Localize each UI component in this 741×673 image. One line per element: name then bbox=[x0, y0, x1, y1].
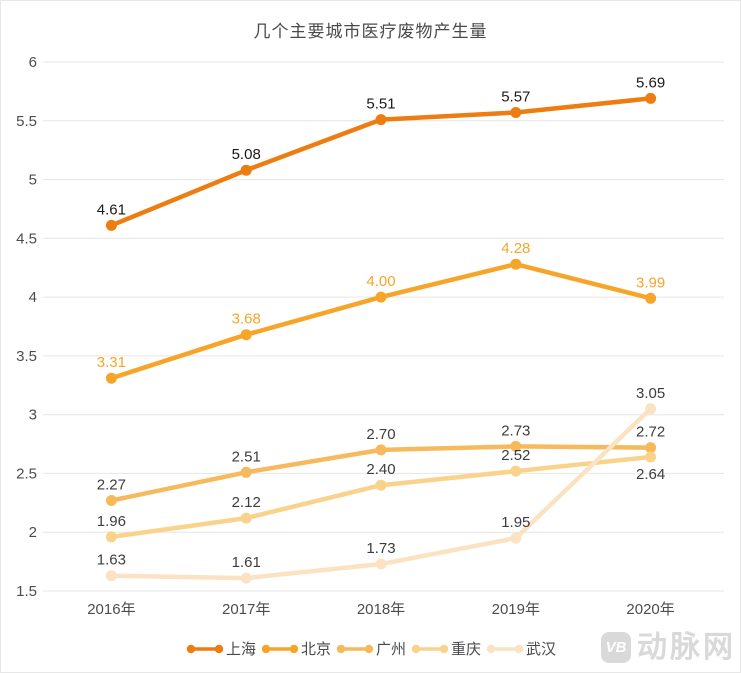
data-label-chongqing: 2.52 bbox=[501, 447, 530, 464]
data-point-chongqing[interactable] bbox=[240, 512, 252, 524]
data-point-shanghai[interactable] bbox=[645, 92, 657, 104]
legend-label: 上海 bbox=[225, 641, 256, 658]
data-label-wuhan: 1.73 bbox=[366, 540, 395, 557]
legend-label: 武汉 bbox=[526, 641, 557, 658]
data-point-beijing[interactable] bbox=[240, 329, 252, 341]
y-axis-tick-label: 4 bbox=[29, 289, 37, 306]
x-axis-label: 2019年 bbox=[492, 601, 540, 618]
legend-marker-icon bbox=[336, 644, 374, 653]
legend-item-wuhan[interactable]: 武汉 bbox=[485, 638, 556, 659]
legend-label: 北京 bbox=[300, 641, 331, 658]
data-label-beijing: 3.31 bbox=[97, 354, 126, 371]
legend-marker-icon bbox=[261, 644, 299, 653]
data-point-shanghai[interactable] bbox=[240, 164, 252, 176]
data-point-shanghai[interactable] bbox=[375, 114, 387, 126]
watermark-text: 动脉网 bbox=[637, 630, 736, 664]
y-axis-tick-label: 4.5 bbox=[16, 230, 37, 247]
data-point-beijing[interactable] bbox=[375, 291, 387, 303]
x-axis-label: 2016年 bbox=[87, 601, 135, 618]
watermark: VB 动脉网 bbox=[601, 632, 736, 663]
data-point-shanghai[interactable] bbox=[510, 107, 522, 118]
data-label-wuhan: 1.95 bbox=[501, 514, 530, 531]
legend-label: 广州 bbox=[375, 641, 406, 658]
legend-label: 重庆 bbox=[451, 641, 482, 658]
y-axis-tick-label: 5 bbox=[29, 172, 37, 189]
data-label-wuhan: 1.61 bbox=[232, 554, 261, 571]
data-point-beijing[interactable] bbox=[510, 258, 522, 270]
data-label-wuhan: 1.63 bbox=[97, 552, 126, 569]
data-label-guangzhou: 2.70 bbox=[366, 426, 395, 443]
data-label-shanghai: 5.51 bbox=[366, 96, 395, 113]
data-label-beijing: 4.28 bbox=[501, 240, 530, 257]
data-label-beijing: 4.00 bbox=[366, 273, 395, 290]
data-point-wuhan[interactable] bbox=[510, 532, 522, 544]
data-point-chongqing[interactable] bbox=[510, 465, 522, 477]
data-point-shanghai[interactable] bbox=[105, 219, 117, 231]
data-label-shanghai: 5.08 bbox=[232, 146, 261, 163]
legend-item-shanghai[interactable]: 上海 bbox=[185, 638, 256, 659]
data-point-chongqing[interactable] bbox=[375, 479, 387, 491]
data-label-chongqing: 2.64 bbox=[636, 466, 665, 483]
data-point-guangzhou[interactable] bbox=[105, 495, 117, 506]
y-axis-tick-label: 1.5 bbox=[16, 583, 37, 600]
y-axis-tick-label: 3.5 bbox=[16, 348, 37, 365]
data-label-chongqing: 2.12 bbox=[232, 494, 261, 511]
data-point-wuhan[interactable] bbox=[645, 403, 657, 415]
data-point-guangzhou[interactable] bbox=[375, 444, 387, 456]
data-label-guangzhou: 2.51 bbox=[232, 448, 261, 465]
data-point-chongqing[interactable] bbox=[645, 451, 657, 463]
legend-marker-icon bbox=[411, 644, 449, 653]
legend-item-beijing[interactable]: 北京 bbox=[260, 638, 331, 659]
data-label-beijing: 3.68 bbox=[232, 311, 261, 328]
data-point-guangzhou[interactable] bbox=[240, 466, 252, 478]
y-axis-tick-label: 3 bbox=[29, 407, 37, 424]
data-point-wuhan[interactable] bbox=[105, 570, 117, 582]
data-label-guangzhou: 2.27 bbox=[97, 477, 126, 494]
vb-logo-icon: VB bbox=[601, 632, 631, 663]
y-axis-tick-label: 2 bbox=[29, 524, 37, 541]
chart-legend: 上海 北京 广州 重庆 武汉 bbox=[1, 638, 740, 659]
data-point-beijing[interactable] bbox=[105, 372, 117, 384]
y-axis-tick-label: 6 bbox=[29, 54, 37, 71]
y-axis-tick-label: 2.5 bbox=[16, 465, 37, 482]
data-point-guangzhou[interactable] bbox=[510, 440, 522, 452]
data-point-wuhan[interactable] bbox=[375, 558, 387, 570]
x-axis-label: 2020年 bbox=[626, 601, 674, 618]
chart-title: 几个主要城市医疗废物产生量 bbox=[253, 22, 488, 41]
data-label-shanghai: 4.61 bbox=[97, 201, 126, 218]
data-label-chongqing: 2.40 bbox=[366, 461, 395, 478]
data-label-shanghai: 5.57 bbox=[501, 89, 530, 106]
data-label-guangzhou: 2.72 bbox=[636, 424, 665, 441]
data-point-chongqing[interactable] bbox=[105, 531, 117, 543]
data-label-guangzhou: 2.73 bbox=[501, 422, 530, 439]
legend-item-guangzhou[interactable]: 广州 bbox=[335, 638, 406, 659]
data-label-wuhan: 3.05 bbox=[636, 385, 665, 402]
data-label-shanghai: 5.69 bbox=[636, 74, 665, 91]
data-label-chongqing: 1.96 bbox=[97, 513, 126, 530]
data-point-beijing[interactable] bbox=[645, 292, 657, 304]
x-axis-label: 2018年 bbox=[357, 601, 405, 618]
y-axis-tick-label: 5.5 bbox=[16, 113, 37, 130]
data-point-guangzhou[interactable] bbox=[645, 442, 657, 454]
x-axis-label: 2017年 bbox=[222, 601, 270, 618]
legend-marker-icon bbox=[186, 644, 224, 653]
legend-item-chongqing[interactable]: 重庆 bbox=[410, 638, 481, 659]
data-point-wuhan[interactable] bbox=[240, 572, 252, 584]
legend-marker-icon bbox=[486, 644, 524, 653]
data-label-beijing: 3.99 bbox=[636, 274, 665, 291]
